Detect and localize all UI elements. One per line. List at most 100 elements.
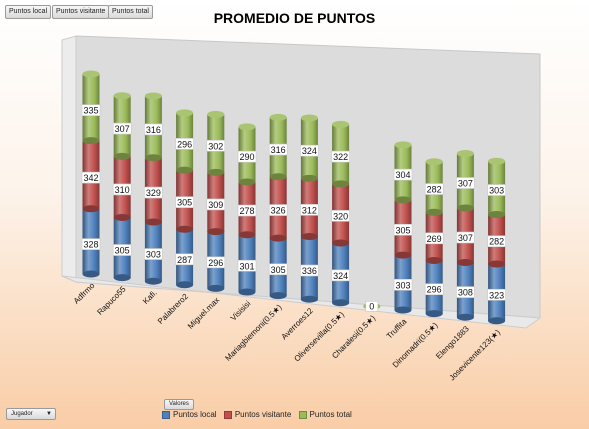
data-label: 312 [302,205,317,215]
bar-segment-bottom [300,174,318,182]
data-label: 310 [115,185,130,195]
data-label-box [237,259,257,272]
legend-label: Puntos total [309,410,352,419]
data-label: 320 [333,211,348,221]
data-label: 296 [208,258,223,268]
data-label: 335 [83,106,98,116]
data-label: 324 [333,271,348,281]
data-label: 303 [489,186,504,196]
data-label-box [237,150,257,163]
bar-segment-bottom [488,317,506,325]
data-label-box [300,144,319,157]
data-label: 303 [395,280,410,290]
legend-item-puntos-local[interactable]: Puntos local [162,410,217,419]
bar-stack[interactable]: 296 309 302 [206,110,226,292]
bar-stack[interactable]: 308 307 307 [456,150,475,321]
data-label-box [144,248,163,260]
bar-stack[interactable]: 0 [363,301,381,312]
bar-stack[interactable]: 303 305 304 [393,141,413,314]
bar-stack[interactable]: 296 269 282 [424,158,444,318]
data-label: 316 [271,145,286,155]
data-label-box [393,279,413,291]
bar-cap [425,158,443,166]
data-label: 296 [427,285,442,295]
filter-button-puntos-local[interactable]: Puntos local [5,5,52,19]
data-label: 282 [489,237,504,247]
bar-segment-bottom [207,168,225,176]
bar-cap [269,113,287,121]
legend-item-puntos-visitante[interactable]: Puntos visitante [223,410,291,419]
bar-stack[interactable]: 305 310 307 [112,92,132,282]
bar-stack[interactable]: 324 320 322 [331,120,350,307]
bar-cap [394,141,412,149]
legend-item-puntos-total[interactable]: Puntos total [298,410,352,419]
bar-segment-bottom [82,205,100,213]
bar-segment-bottom [488,210,506,218]
data-label-box [144,186,163,199]
data-label-box [424,232,444,245]
bar-segment-bottom [113,213,131,221]
data-label: 308 [458,288,473,298]
data-label-box [487,184,506,196]
bar-stack[interactable]: 301 278 290 [237,123,257,296]
bar-segment-bottom [394,196,412,204]
data-label: 305 [395,225,410,235]
bar-cap [207,110,225,118]
bar-segment-bottom [456,259,474,267]
data-label-box [268,263,288,276]
filter-button-puntos-total[interactable]: Puntos total [108,5,153,19]
bar-stack[interactable]: 336 312 324 [300,114,319,303]
bar-cap [176,109,194,117]
bar-segment-bottom [207,284,225,292]
data-label-box [81,104,101,116]
bar-segment-bottom [207,228,225,236]
bar-segment-bottom [456,204,474,212]
x-tick-label: Truffita [385,317,409,341]
bar-stack[interactable]: 287 305 296 [175,109,194,289]
bar-stack[interactable]: 305 326 316 [268,113,288,300]
bar-segment-bottom [176,281,194,289]
data-label: 342 [83,173,98,183]
bar-stack[interactable]: 323 282 303 [487,157,506,325]
data-label: 302 [208,141,223,151]
x-tick-label: Elengo1883 [434,324,471,361]
x-tick-label: Kafi. [141,288,159,306]
bar-segment-bottom [144,277,162,285]
bar-stack[interactable]: 328 342 335 [81,70,101,278]
bar-segment-bottom [425,257,443,265]
legend-label: Puntos local [173,410,217,419]
bar-segment-bottom [332,239,350,247]
bar-segment-bottom [238,288,256,296]
bar-cap [456,150,474,158]
bar-segment-bottom [269,234,287,242]
data-label: 322 [333,152,348,162]
data-label: 324 [302,146,317,156]
bar-segment-bottom [394,251,412,259]
row-field-dropdown[interactable]: Jugador ▼ [6,408,56,420]
data-label: 296 [177,139,192,149]
data-label-box [331,210,350,222]
data-label-box [393,223,413,236]
chevron-down-icon: ▼ [46,411,52,417]
values-field-button[interactable]: Valores [164,399,194,410]
data-label-box [300,264,319,277]
data-label-box [206,139,226,152]
bar-segment-bottom [394,306,412,314]
data-label-box [112,183,132,196]
data-label-box [175,253,194,266]
x-tick-label: Averroes12 [280,306,316,342]
data-label-box [237,204,257,217]
data-label: 305 [177,198,192,208]
bar-cap [238,123,256,131]
bar-segment-bottom [82,137,100,145]
x-tick-label: Miguel.max [186,295,221,330]
bar-stack[interactable]: 303 329 316 [144,92,163,285]
legend-swatch-red [223,410,232,419]
bar-segment-bottom [456,313,474,321]
bar-cap [300,114,318,122]
data-label-box [175,196,194,208]
bar-segment-bottom [425,208,443,216]
data-label: 282 [427,185,442,195]
data-label-box [300,204,319,216]
